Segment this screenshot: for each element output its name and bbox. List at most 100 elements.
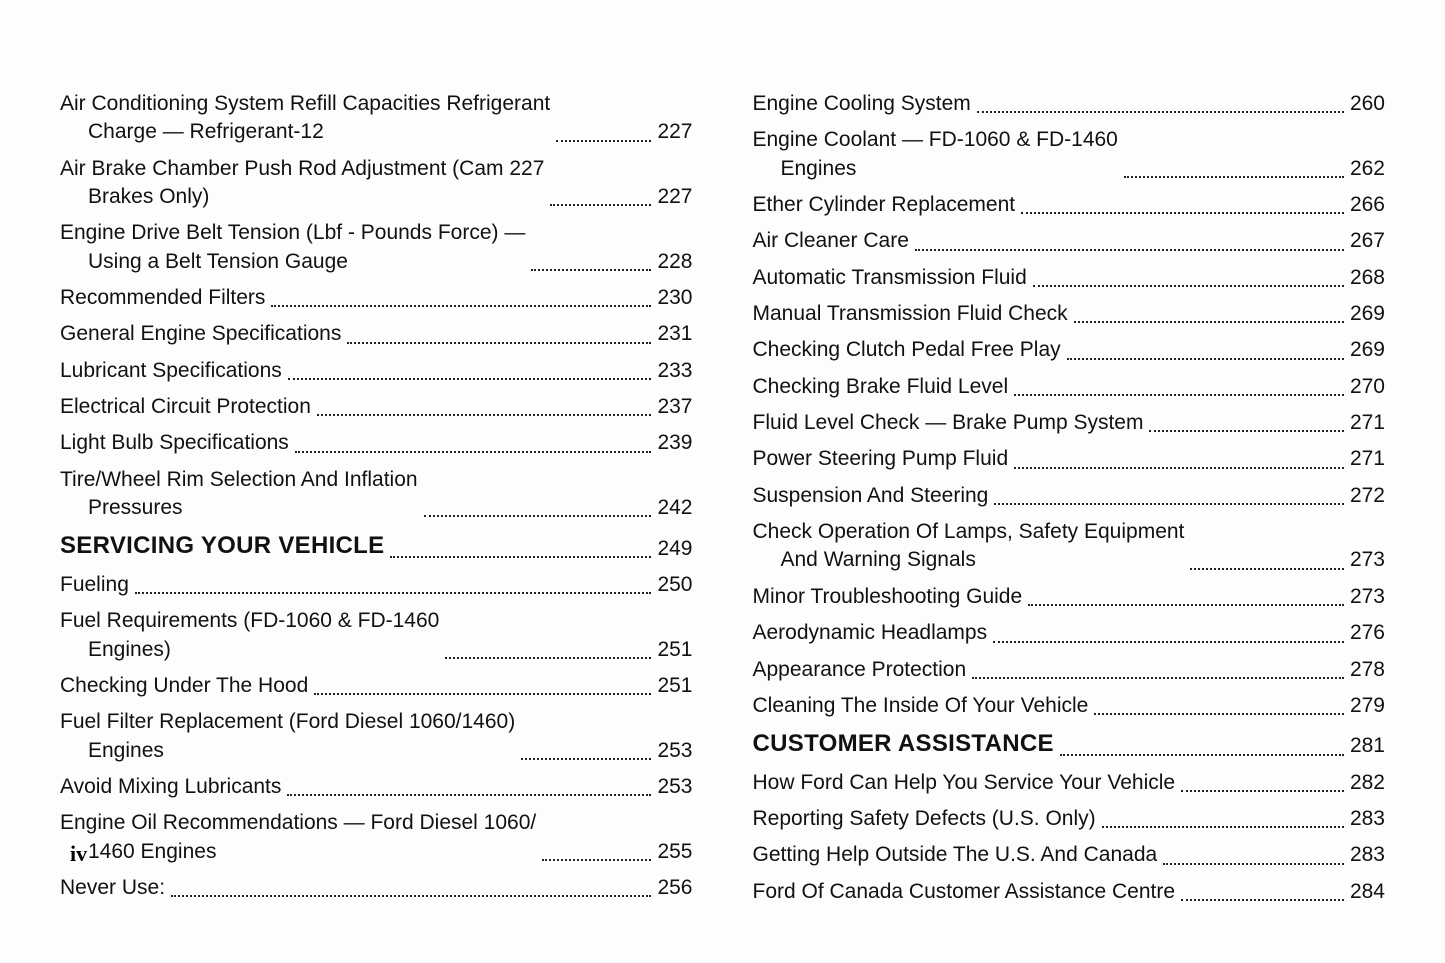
toc-page-number: 253 (657, 773, 692, 801)
toc-label: CUSTOMER ASSISTANCE (753, 728, 1054, 760)
toc-leader (993, 622, 1344, 643)
toc-label: Fueling (60, 571, 129, 599)
toc-leader (347, 323, 651, 344)
toc-leader (390, 537, 651, 558)
toc-label-line2: Engines) (60, 636, 439, 664)
toc-leader (1181, 880, 1344, 901)
toc-column-right: Engine Cooling System260 Engine Coolant —… (753, 90, 1386, 923)
toc-page-number: 281 (1350, 732, 1385, 760)
toc-label: Checking Brake Fluid Level (753, 373, 1009, 401)
toc-entry: Lubricant Specifications233 (60, 357, 693, 385)
toc-column-left: Air Conditioning System Refill Capacitie… (60, 90, 693, 923)
toc-label: Engine Drive Belt Tension (Lbf - Pounds … (60, 219, 525, 276)
toc-page-number: 250 (657, 571, 692, 599)
toc-label: How Ford Can Help You Service Your Vehic… (753, 769, 1176, 797)
toc-entry: Reporting Safety Defects (U.S. Only)283 (753, 805, 1386, 833)
toc-label: Tire/Wheel Rim Selection And InflationPr… (60, 466, 418, 523)
toc-leader (1060, 735, 1344, 756)
toc-leader (1028, 585, 1344, 606)
toc-leader (556, 121, 651, 142)
toc-entry: Minor Troubleshooting Guide273 (753, 583, 1386, 611)
toc-label-line2: Engines (60, 737, 515, 765)
toc-page-number: 251 (657, 636, 692, 664)
toc-entry: General Engine Specifications 231 (60, 320, 693, 348)
toc-leader (135, 573, 652, 594)
toc-page-number: 228 (657, 248, 692, 276)
toc-leader (1149, 412, 1343, 433)
toc-entry: Light Bulb Specifications 239 (60, 429, 693, 457)
toc-leader (1181, 771, 1344, 792)
toc-leader (1124, 157, 1344, 178)
toc-entry: Fuel Filter Replacement (Ford Diesel 106… (60, 708, 693, 765)
toc-label: Ford Of Canada Customer Assistance Centr… (753, 878, 1176, 906)
toc-label: Power Steering Pump Fluid (753, 445, 1009, 473)
toc-label-line2: Pressures (60, 494, 418, 522)
toc-label-line2: Engines (753, 155, 1118, 183)
toc-entry: Suspension And Steering 272 (753, 482, 1386, 510)
toc-label: Ether Cylinder Replacement (753, 191, 1016, 219)
toc-entry: Engine Cooling System260 (753, 90, 1386, 118)
toc-entry: Checking Under The Hood 251 (60, 672, 693, 700)
toc-label-line1: Air Brake Chamber Push Rod Adjustment (C… (60, 155, 544, 183)
toc-leader (542, 840, 651, 861)
toc-page-number: 231 (657, 320, 692, 348)
toc-label-line1: Engine Oil Recommendations — Ford Diesel… (60, 809, 536, 837)
toc-label-line2: 1460 Engines (60, 838, 536, 866)
toc-page-number: 256 (657, 874, 692, 902)
toc-leader (1074, 303, 1344, 324)
toc-page-number: 237 (657, 393, 692, 421)
toc-label: Fluid Level Check — Brake Pump System (753, 409, 1144, 437)
toc-label-line1: Tire/Wheel Rim Selection And Inflation (60, 466, 418, 494)
toc-page-number: 283 (1350, 805, 1385, 833)
toc-leader (1094, 694, 1344, 715)
toc-page-number: 242 (657, 494, 692, 522)
toc-leader (317, 396, 652, 417)
toc-leader (977, 92, 1344, 113)
toc-label: SERVICING YOUR VEHICLE (60, 530, 384, 562)
toc-page-number: 269 (1350, 300, 1385, 328)
toc-page-number: 278 (1350, 656, 1385, 684)
toc-label: Check Operation Of Lamps, Safety Equipme… (753, 518, 1185, 575)
toc-label: Engine Coolant — FD-1060 & FD-1460Engine… (753, 126, 1118, 183)
toc-page-number: 230 (657, 284, 692, 312)
toc-page-number: 251 (657, 672, 692, 700)
toc-label: Checking Under The Hood (60, 672, 308, 700)
toc-label: Light Bulb Specifications (60, 429, 289, 457)
toc-label: Air Conditioning System Refill Capacitie… (60, 90, 550, 147)
toc-entry: Power Steering Pump Fluid 271 (753, 445, 1386, 473)
toc-entry: Aerodynamic Headlamps276 (753, 619, 1386, 647)
toc-entry: Fueling 250 (60, 571, 693, 599)
toc-entry: Air Conditioning System Refill Capacitie… (60, 90, 693, 147)
toc-label: Suspension And Steering (753, 482, 989, 510)
toc-page-number: 227 (657, 183, 692, 211)
toc-page-number: 271 (1350, 445, 1385, 473)
toc-page-number: 272 (1350, 482, 1385, 510)
toc-entry: Recommended Filters 230 (60, 284, 693, 312)
toc-page: Air Conditioning System Refill Capacitie… (0, 0, 1445, 963)
toc-label: Recommended Filters (60, 284, 265, 312)
toc-leader (1190, 549, 1344, 570)
toc-page-number: 266 (1350, 191, 1385, 219)
page-footer: iv (70, 841, 87, 867)
toc-leader (287, 775, 651, 796)
toc-page-number: 227 (657, 118, 692, 146)
toc-entry: Fuel Requirements (FD-1060 & FD-1460Engi… (60, 607, 693, 664)
toc-page-number: 253 (657, 737, 692, 765)
toc-leader (972, 658, 1344, 679)
toc-leader (288, 359, 652, 380)
toc-label: Lubricant Specifications (60, 357, 282, 385)
toc-section: SERVICING YOUR VEHICLE 249 (60, 530, 693, 562)
toc-leader (521, 739, 651, 760)
toc-entry: Check Operation Of Lamps, Safety Equipme… (753, 518, 1386, 575)
toc-label: Manual Transmission Fluid Check (753, 300, 1068, 328)
toc-label: Cleaning The Inside Of Your Vehicle (753, 692, 1089, 720)
toc-label: Air Cleaner Care (753, 227, 909, 255)
toc-leader (445, 638, 651, 659)
toc-page-number: 282 (1350, 769, 1385, 797)
toc-leader (1033, 266, 1344, 287)
toc-label: General Engine Specifications (60, 320, 341, 348)
toc-page-number: 239 (657, 429, 692, 457)
toc-entry: Tire/Wheel Rim Selection And InflationPr… (60, 466, 693, 523)
toc-label: Automatic Transmission Fluid (753, 264, 1027, 292)
toc-page-number: 249 (657, 535, 692, 563)
